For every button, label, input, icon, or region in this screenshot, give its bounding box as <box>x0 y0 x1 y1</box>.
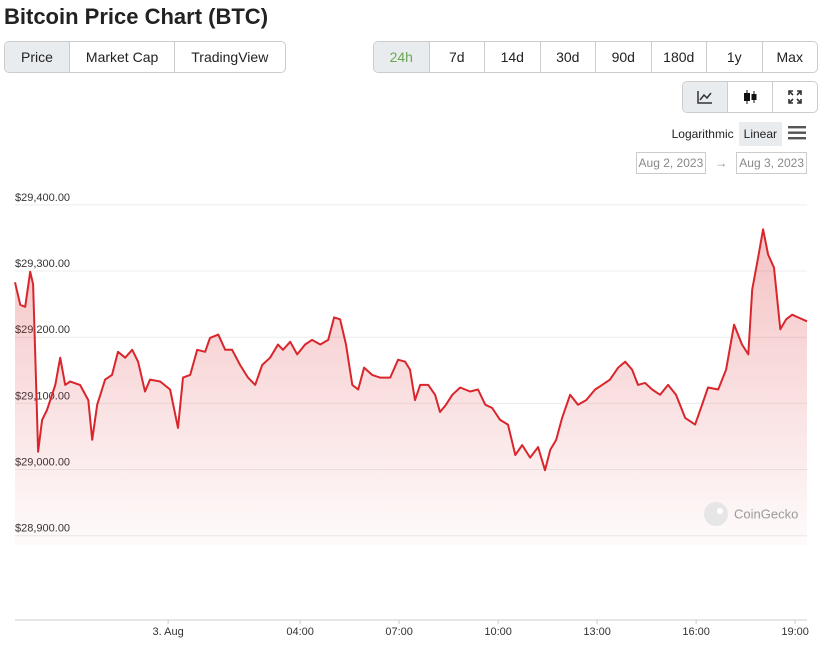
range-button[interactable]: 90d <box>596 42 652 72</box>
range-button[interactable]: 14d <box>485 42 541 72</box>
x-tick-label: 3. Aug <box>153 626 184 638</box>
chart-style-group <box>682 81 818 113</box>
tab-group: Price Market Cap TradingView <box>4 41 286 73</box>
tab[interactable]: Price <box>5 42 70 72</box>
tab[interactable]: TradingView <box>191 49 269 65</box>
range-group: 24h 7d 14d 30d 90d 180d 1y Max <box>373 41 818 73</box>
area-fill <box>15 229 807 546</box>
candlestick-button[interactable] <box>728 82 773 112</box>
scale-toggle: Logarithmic Linear <box>667 122 782 146</box>
scale-option[interactable]: Linear <box>738 122 782 146</box>
x-tick-label: 13:00 <box>583 626 611 638</box>
page-title: Bitcoin Price Chart (BTC) <box>4 4 269 29</box>
menu-button[interactable] <box>788 126 806 140</box>
watermark: CoinGecko <box>704 502 798 526</box>
fullscreen-button[interactable] <box>773 82 817 112</box>
price-line <box>14 228 808 472</box>
x-tick-label: 19:00 <box>781 626 809 638</box>
y-tick-label: $29,300.00 <box>15 258 70 270</box>
scale-option[interactable]: Logarithmic <box>671 127 734 141</box>
range-button[interactable]: 180d <box>652 42 707 72</box>
range-button[interactable]: 30d <box>541 42 596 72</box>
tab[interactable]: Market Cap <box>70 42 176 72</box>
range-button[interactable]: 7d <box>430 42 485 72</box>
x-tick-label: 04:00 <box>286 626 314 638</box>
date-range: Aug 2, 2023 → Aug 3, 2023 <box>635 152 807 174</box>
date-from[interactable]: Aug 2, 2023 <box>635 152 707 174</box>
range-button[interactable]: 1y <box>707 42 763 72</box>
y-tick-label: $29,400.00 <box>15 192 70 204</box>
plot: $28,900.00$29,000.00$29,100.00$29,200.00… <box>14 192 809 638</box>
date-separator: → <box>715 156 728 170</box>
x-tick-label: 16:00 <box>682 626 710 638</box>
date-to[interactable]: Aug 3, 2023 <box>736 152 807 174</box>
range-button[interactable]: 24h <box>374 42 430 72</box>
x-tick-label: 07:00 <box>385 626 413 638</box>
range-button[interactable]: Max <box>776 49 803 65</box>
line-chart-button[interactable] <box>683 82 728 112</box>
x-tick-label: 10:00 <box>484 626 512 638</box>
watermark-text: CoinGecko <box>734 506 798 521</box>
